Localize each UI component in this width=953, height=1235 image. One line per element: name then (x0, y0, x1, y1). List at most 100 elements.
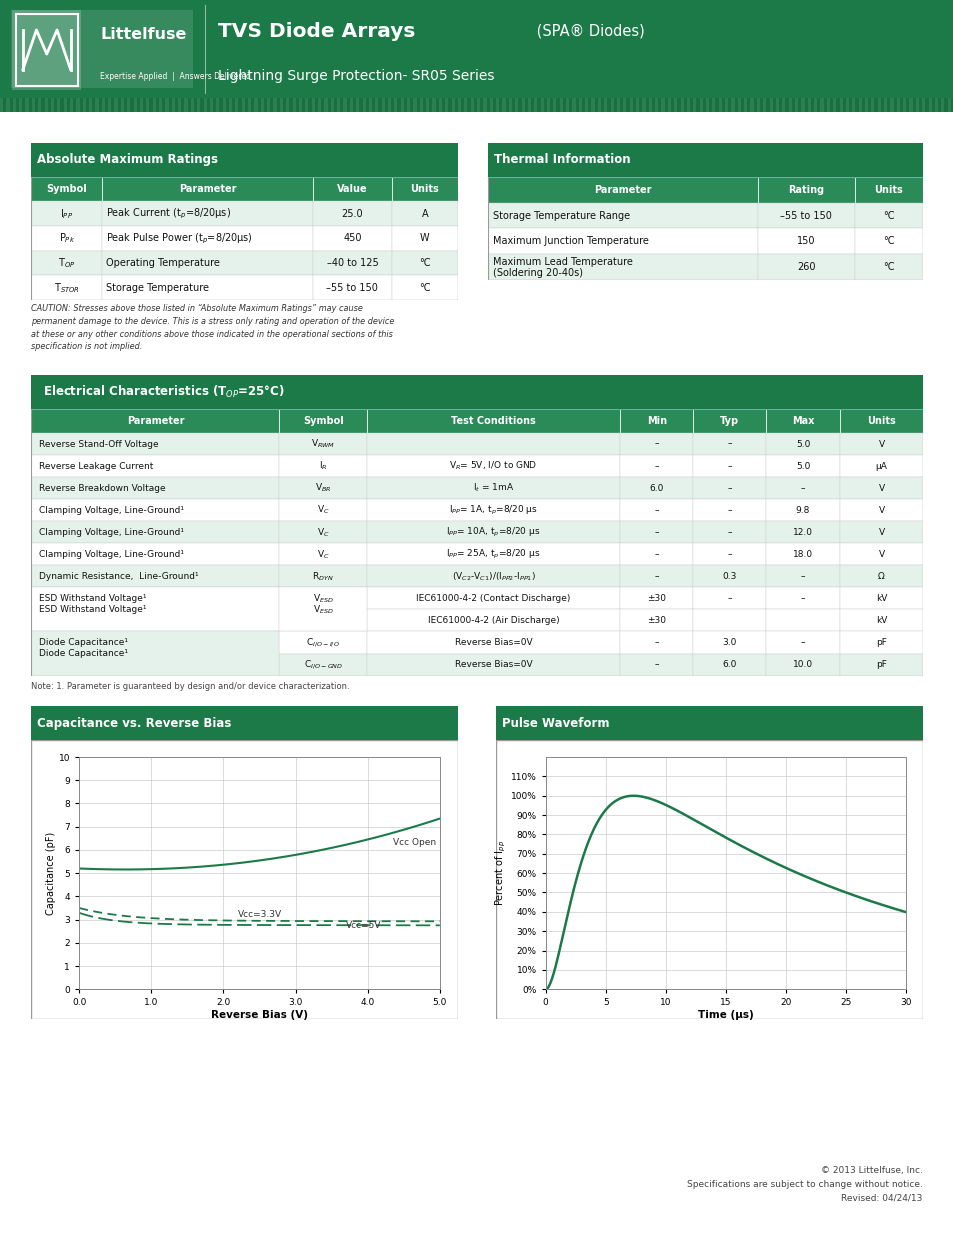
Bar (845, 98, 848, 112)
Text: Pulse Waveform: Pulse Waveform (501, 716, 608, 730)
Bar (331, 98, 334, 112)
Bar (746, 98, 750, 112)
Bar (772, 98, 775, 112)
Bar (257, 98, 260, 112)
Bar (512, 98, 515, 112)
Bar (934, 98, 937, 112)
Bar (324, 98, 327, 112)
Bar (31, 588, 279, 631)
Bar (908, 98, 912, 112)
Bar (367, 499, 619, 521)
Bar (750, 98, 753, 112)
Bar (693, 98, 696, 112)
Bar (757, 254, 854, 280)
Bar (413, 98, 416, 112)
Bar (762, 98, 765, 112)
Bar (765, 566, 839, 588)
Bar (172, 98, 174, 112)
Bar (174, 98, 178, 112)
Text: Capacitance vs. Reverse Bias: Capacitance vs. Reverse Bias (37, 716, 232, 730)
Bar (219, 98, 222, 112)
Bar (619, 566, 693, 588)
Bar (550, 98, 553, 112)
Bar (839, 433, 923, 456)
Bar (112, 98, 114, 112)
Bar (295, 98, 298, 112)
Text: Units: Units (866, 416, 895, 426)
Bar (775, 98, 779, 112)
Bar (314, 98, 317, 112)
Bar (216, 98, 219, 112)
Text: Diode Capacitance¹: Diode Capacitance¹ (38, 638, 128, 647)
Bar (226, 98, 229, 112)
Bar (372, 98, 375, 112)
Bar (60, 98, 64, 112)
Bar (102, 98, 105, 112)
Bar (276, 98, 279, 112)
Bar (693, 566, 765, 588)
Bar (31, 631, 279, 653)
Bar (108, 98, 112, 112)
Text: I$_t$ = 1mA: I$_t$ = 1mA (473, 482, 514, 494)
Text: 150: 150 (797, 236, 815, 247)
Text: 6.0: 6.0 (722, 659, 737, 669)
Bar (575, 98, 578, 112)
Bar (70, 98, 73, 112)
Text: Vcc Open: Vcc Open (393, 839, 436, 847)
Bar (619, 543, 693, 566)
Bar (365, 98, 369, 112)
Text: Units: Units (874, 184, 902, 195)
Bar (765, 409, 839, 433)
Bar (279, 521, 367, 543)
Bar (883, 98, 886, 112)
Bar (781, 98, 784, 112)
Bar (184, 98, 188, 112)
Bar (502, 98, 505, 112)
Bar (375, 98, 378, 112)
Bar (57, 98, 60, 112)
Bar (619, 653, 693, 676)
Bar (757, 177, 854, 203)
Bar (279, 477, 367, 499)
Bar (791, 98, 794, 112)
Bar (392, 177, 457, 201)
Bar (98, 98, 102, 112)
Text: 3.0: 3.0 (722, 638, 737, 647)
Text: V$_C$: V$_C$ (316, 526, 329, 538)
Text: –: – (727, 594, 731, 603)
Bar (238, 98, 241, 112)
Bar (384, 98, 388, 112)
Bar (756, 98, 760, 112)
Bar (607, 98, 610, 112)
Bar (619, 609, 693, 631)
Text: –: – (800, 484, 804, 493)
Bar (918, 98, 922, 112)
Bar (155, 98, 159, 112)
Bar (64, 98, 67, 112)
Text: Lightning Surge Protection- SR05 Series: Lightning Surge Protection- SR05 Series (217, 69, 494, 83)
Bar (313, 275, 392, 300)
Bar (886, 98, 889, 112)
Bar (619, 499, 693, 521)
Bar (407, 98, 410, 112)
Bar (829, 98, 832, 112)
Bar (757, 228, 854, 254)
Bar (760, 98, 762, 112)
Bar (162, 98, 165, 112)
Text: A: A (421, 209, 428, 219)
Text: –: – (654, 527, 659, 537)
Bar (38, 98, 41, 112)
Bar (832, 98, 836, 112)
Bar (674, 98, 677, 112)
Bar (213, 98, 216, 112)
Bar (740, 98, 743, 112)
Bar (35, 98, 38, 112)
Text: pF: pF (875, 638, 886, 647)
Text: Min: Min (646, 416, 666, 426)
Bar (279, 456, 367, 477)
Bar (715, 98, 718, 112)
Bar (708, 98, 712, 112)
Bar (610, 98, 613, 112)
Bar (629, 98, 632, 112)
Bar (92, 98, 95, 112)
